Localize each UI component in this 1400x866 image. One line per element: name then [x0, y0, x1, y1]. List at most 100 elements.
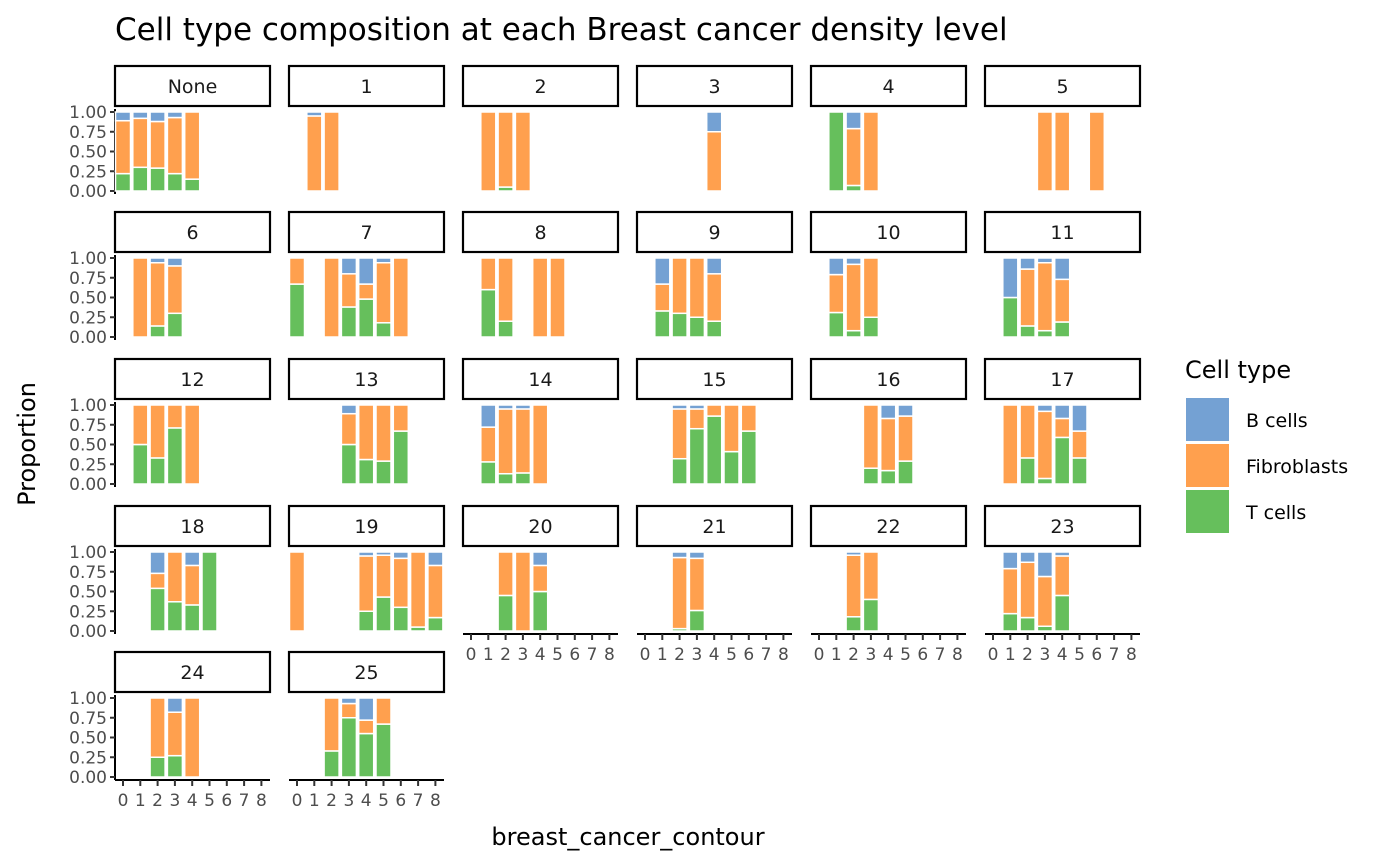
facet-strip-label: 4	[882, 76, 894, 98]
facet-panel-2: 2	[461, 64, 620, 192]
bar-tcells	[323, 750, 340, 778]
bar-stack-x3	[514, 404, 532, 485]
x-tick-label: 1	[1005, 645, 1016, 665]
bar-bcells	[1071, 404, 1088, 432]
bar-fibroblasts	[1036, 261, 1054, 332]
bar-stack-x5	[201, 551, 218, 632]
facet-strip	[635, 357, 794, 401]
bar-stack-x2	[149, 257, 166, 338]
facet-panel-9: 9	[635, 210, 794, 338]
bar-bcells	[375, 551, 392, 556]
bar-stack-x3	[166, 111, 184, 192]
bar-stack-x3	[166, 404, 184, 485]
bar-tcells	[480, 461, 497, 485]
bar-tcells	[149, 756, 166, 778]
y-tick-label: 1.00	[69, 396, 107, 416]
bar-tcells	[705, 415, 723, 485]
bar-fibroblasts	[409, 551, 427, 628]
bar-bcells	[497, 404, 514, 410]
x-tick-label: 7	[239, 791, 250, 811]
bar-bcells	[531, 551, 549, 567]
bar-bcells	[879, 404, 897, 420]
facet-strip	[809, 504, 968, 548]
chart-title: Cell type composition at each Breast can…	[115, 12, 1008, 48]
bar-stack-x1	[480, 111, 497, 192]
x-tick-label: 0	[292, 791, 303, 811]
facet-strip-label: 20	[528, 516, 552, 538]
y-tick-label: 1.00	[69, 543, 107, 563]
bar-tcells	[183, 604, 201, 632]
bar-fibroblasts	[166, 551, 184, 603]
bar-bcells	[1002, 257, 1019, 299]
facet-panel-8: 8	[461, 210, 620, 338]
x-tick-label: 6	[743, 645, 754, 665]
bar-stack-x4	[1053, 257, 1071, 338]
bar-tcells	[1053, 436, 1071, 485]
bar-fibroblasts	[288, 257, 306, 285]
facet-strip	[113, 504, 272, 548]
x-tick-label: 5	[204, 791, 215, 811]
x-tick-label: 4	[883, 645, 894, 665]
bar-bcells	[705, 111, 723, 133]
bar-tcells	[357, 458, 375, 485]
y-tick-label: 0.25	[69, 455, 107, 475]
y-tick-label: 1.00	[69, 689, 107, 709]
bar-fibroblasts	[375, 404, 392, 462]
x-tick-label: 5	[552, 645, 563, 665]
bar-fibroblasts	[531, 257, 549, 338]
legend-label-fibroblasts: Fibroblasts	[1246, 456, 1348, 478]
bar-bcells	[132, 111, 149, 120]
x-tick-label: 3	[169, 791, 180, 811]
bar-fibroblasts	[183, 111, 201, 180]
bar-tcells	[149, 457, 166, 485]
x-tick-label: 3	[1039, 645, 1050, 665]
bar-tcells	[688, 316, 706, 338]
y-tick-label: 0.00	[69, 328, 107, 348]
bar-bcells	[340, 697, 358, 705]
bar-stack-x4	[357, 697, 375, 778]
bar-stack-x4	[1053, 404, 1071, 485]
bar-stack-x0	[288, 257, 306, 338]
facet-strip-label: 7	[360, 222, 372, 244]
bar-stack-x2	[671, 257, 688, 338]
bar-stack-x6	[740, 404, 758, 485]
x-tick-label: 6	[569, 645, 580, 665]
y-tick-label: 1.00	[69, 103, 107, 123]
bar-fibroblasts	[132, 257, 149, 338]
bar-bcells	[1036, 257, 1054, 264]
bar-fibroblasts	[183, 697, 201, 778]
bar-fibroblasts	[1071, 430, 1088, 459]
bar-bcells	[688, 404, 706, 410]
bar-stack-x3	[340, 257, 358, 338]
bar-tcells	[288, 283, 306, 338]
bar-stack-x3	[688, 551, 706, 632]
bar-bcells	[514, 404, 532, 410]
bar-stack-x5	[375, 404, 392, 485]
x-tick-label: 8	[952, 645, 963, 665]
bar-fibroblasts	[688, 257, 706, 318]
bar-tcells	[1053, 321, 1071, 338]
bar-bcells	[357, 257, 375, 285]
bar-fibroblasts	[1036, 111, 1054, 192]
facet-strip	[287, 64, 446, 108]
bar-bcells	[306, 111, 323, 117]
x-tick-label: 2	[326, 791, 337, 811]
facet-strip-label: 21	[702, 516, 726, 538]
bar-fibroblasts	[1053, 555, 1071, 597]
bar-fibroblasts	[1019, 268, 1036, 327]
bar-bcells	[427, 551, 444, 567]
bar-bcells	[1053, 404, 1071, 420]
bar-stack-x3	[1036, 257, 1054, 338]
facet-strip	[113, 64, 272, 108]
legend-label-b-cells: B cells	[1246, 410, 1308, 432]
y-tick-label: 0.75	[69, 123, 107, 143]
bar-tcells	[862, 316, 880, 338]
y-tick-label: 0.25	[69, 602, 107, 622]
bar-stack-x7	[409, 551, 427, 632]
bar-fibroblasts	[132, 404, 149, 446]
facet-strip	[983, 504, 1142, 548]
facet-panel-3: 3	[635, 64, 794, 192]
bar-fibroblasts	[357, 404, 375, 461]
bar-stack-x4	[357, 257, 375, 338]
bar-tcells	[688, 609, 706, 632]
